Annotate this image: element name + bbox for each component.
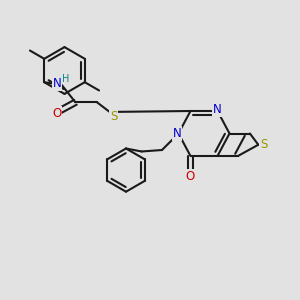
Text: N: N <box>213 103 222 116</box>
Text: O: O <box>186 170 195 183</box>
Text: N: N <box>172 127 182 140</box>
Text: S: S <box>260 138 267 151</box>
Text: S: S <box>110 110 117 124</box>
Text: H: H <box>61 74 69 84</box>
Text: N: N <box>52 77 61 90</box>
Text: O: O <box>52 106 62 120</box>
